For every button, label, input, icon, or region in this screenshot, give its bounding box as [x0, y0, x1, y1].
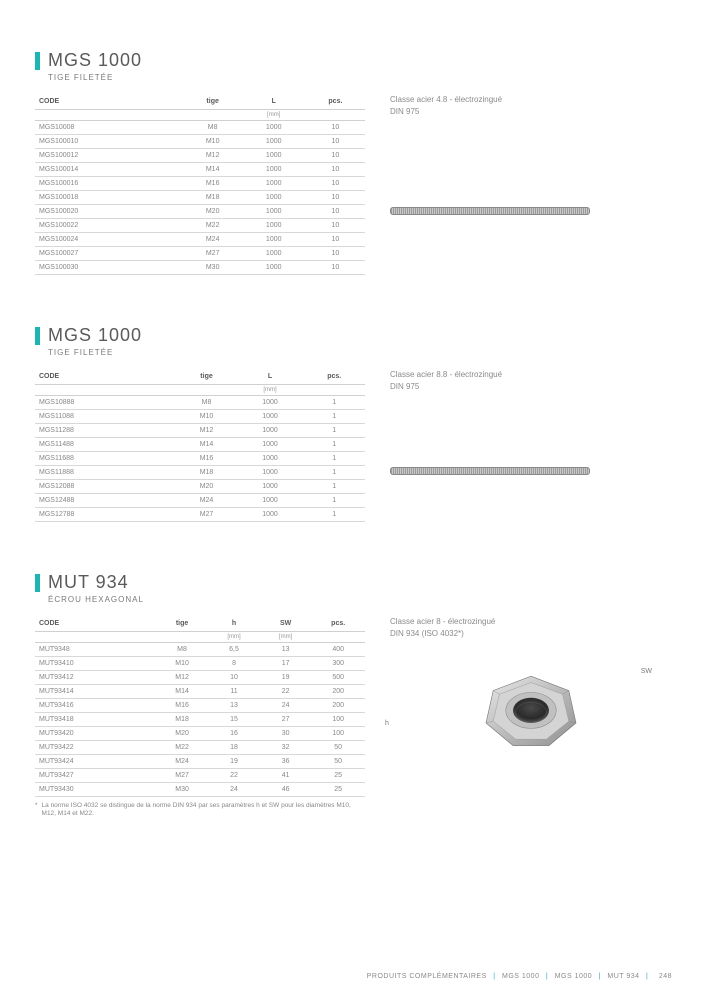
table-row: MUT93416M161324200: [35, 699, 365, 713]
product-table: CODE tige L pcs. [mm] MGS10888M810001MG: [35, 369, 365, 522]
table-row: MGS100016M16100010: [35, 177, 365, 191]
section-mgs1000-88: MGS 1000 TIGE FILETÉE CODE tige L pcs.: [35, 325, 672, 522]
table-row: MUT93427M27224125: [35, 769, 365, 783]
nut-h-label: h: [385, 719, 389, 729]
table-row: MGS12488M2410001: [35, 494, 365, 508]
table-row: MGS100020M20100010: [35, 205, 365, 219]
table-row: MGS100014M14100010: [35, 163, 365, 177]
table-row: MGS11688M1610001: [35, 452, 365, 466]
table-row: MGS100010M10100010: [35, 135, 365, 149]
table-row: MGS10008M8100010: [35, 121, 365, 135]
product-desc: Classe acier 8 - électrozingué: [390, 616, 672, 627]
table-row: MUT93430M30244625: [35, 783, 365, 797]
threaded-rod-image: [390, 467, 590, 475]
table-row: MUT93410M10817300: [35, 657, 365, 671]
hex-nut-image: SW h: [390, 669, 672, 762]
table-row: MGS11288M1210001: [35, 424, 365, 438]
table-row: MGS100027M27100010: [35, 247, 365, 261]
footnote: * La norme ISO 4032 se distingue de la n…: [35, 802, 365, 819]
table-row: MGS11888M1810001: [35, 466, 365, 480]
table-row: MGS10888M810001: [35, 396, 365, 410]
product-norm: DIN 975: [390, 106, 672, 117]
threaded-rod-image: [390, 207, 590, 215]
product-desc: Classe acier 8.8 - électrozingué: [390, 369, 672, 380]
section-title: MGS 1000: [48, 50, 142, 71]
section-mgs1000-48: MGS 1000 TIGE FILETÉE CODE tige L pcs.: [35, 50, 672, 275]
table-row: MUT93422M22183250: [35, 741, 365, 755]
table-row: MGS100030M30100010: [35, 261, 365, 275]
table-row: MUT93424M24193650: [35, 755, 365, 769]
page-footer: PRODUITS COMPLÉMENTAIRES | MGS 1000 | MG…: [367, 973, 672, 980]
section-title: MUT 934: [48, 572, 129, 593]
nut-sw-label: SW: [641, 667, 652, 677]
table-row: MGS11488M1410001: [35, 438, 365, 452]
section-subtitle: TIGE FILETÉE: [48, 73, 672, 82]
table-row: MGS12788M2710001: [35, 508, 365, 522]
table-row: MGS12088M2010001: [35, 480, 365, 494]
section-subtitle: ÉCROU HEXAGONAL: [48, 595, 672, 604]
title-accent-bar: [35, 52, 40, 70]
product-desc: Classe acier 4.8 - électrozingué: [390, 94, 672, 105]
title-accent-bar: [35, 327, 40, 345]
table-row: MUT93414M141122200: [35, 685, 365, 699]
table-row: MUT93412M121019500: [35, 671, 365, 685]
product-table: CODE tige h SW pcs. [mm] [mm]: [35, 616, 365, 797]
table-row: MGS11088M1010001: [35, 410, 365, 424]
table-row: MGS100018M18100010: [35, 191, 365, 205]
title-accent-bar: [35, 574, 40, 592]
table-row: MGS100012M12100010: [35, 149, 365, 163]
table-row: MGS100022M22100010: [35, 219, 365, 233]
product-norm: DIN 934 (ISO 4032*): [390, 628, 672, 639]
table-row: MUT93420M201630100: [35, 727, 365, 741]
section-title: MGS 1000: [48, 325, 142, 346]
table-row: MUT9348M86,513400: [35, 643, 365, 657]
table-row: MGS100024M24100010: [35, 233, 365, 247]
page-number: 248: [659, 973, 672, 980]
product-table: CODE tige L pcs. [mm] MGS10008M8100010M: [35, 94, 365, 275]
section-mut934: MUT 934 ÉCROU HEXAGONAL CODE tige h SW p…: [35, 572, 672, 819]
table-row: MUT93418M181527100: [35, 713, 365, 727]
section-subtitle: TIGE FILETÉE: [48, 348, 672, 357]
product-norm: DIN 975: [390, 381, 672, 392]
